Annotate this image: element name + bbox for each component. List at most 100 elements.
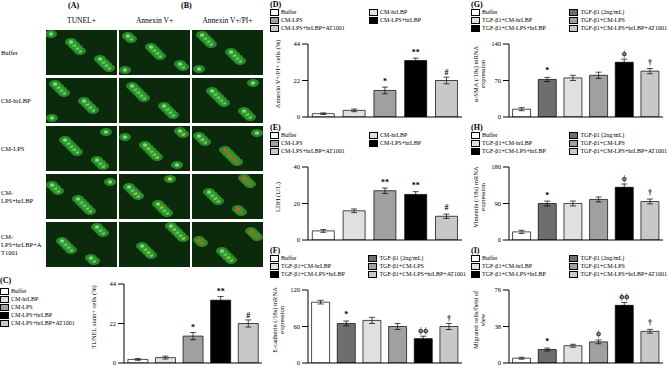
html-text:Buffer: Buffer (281, 132, 297, 138)
html-text:CM-hrLBP: CM-hrLBP (380, 9, 408, 15)
html-text:CM-LPS: CM-LPS (11, 304, 33, 310)
html-text:Buffer: Buffer (1, 48, 18, 56)
html-text:CM-LPS+hrLBP+AT1001: CM-LPS+hrLBP+AT1001 (281, 148, 345, 154)
html-text:TGF-β1+CM-LPS+hrLBP: TGF-β1+CM-LPS+hrLBP (482, 25, 546, 31)
html-text:TGF-β1+CM-LPS+hrLBP: TGF-β1+CM-LPS+hrLBP (281, 271, 345, 277)
svg-text:76: 76 (495, 286, 502, 293)
html-text:CM-LPS+hrLBP+AT1001: CM-LPS+hrLBP+AT1001 (281, 25, 345, 31)
html-text:Buffer: Buffer (482, 132, 498, 138)
svg-text:#: # (445, 68, 449, 77)
html-text:TGF-β1 (2ng/mL): TGF-β1 (2ng/mL) (580, 132, 625, 138)
svg-text:#: # (246, 311, 250, 320)
html-text:Annexin V+: Annexin V+ (135, 16, 174, 25)
svg-text:**: ** (412, 48, 420, 57)
html-text:CM-hrLBP: CM-hrLBP (1, 96, 31, 104)
svg-text:†: † (447, 314, 451, 323)
svg-text:*: * (545, 337, 549, 346)
svg-text:0: 0 (498, 359, 501, 366)
svg-text:44: 44 (294, 40, 301, 47)
svg-text:Vimentin (/18s) mRNAexpression: Vimentin (/18s) mRNAexpression (472, 166, 486, 228)
svg-text:70: 70 (495, 77, 502, 84)
html-text:CM-hrLBP: CM-hrLBP (380, 132, 408, 138)
html-text:CM-LPS+hrLBP: CM-LPS+hrLBP (380, 140, 422, 146)
html-text:TGF-β1+CM-hrLBP: TGF-β1+CM-hrLBP (482, 17, 533, 23)
html-text:(F): (F) (270, 246, 281, 255)
svg-text:140: 140 (491, 40, 501, 47)
html-text:CM-LPS: CM-LPS (281, 17, 303, 23)
html-text:(B): (B) (181, 1, 192, 10)
svg-text:90: 90 (495, 200, 502, 207)
html-text:Buffer: Buffer (281, 255, 297, 261)
svg-text:**: ** (381, 178, 389, 187)
svg-text:#: # (445, 203, 449, 212)
svg-text:*: * (545, 66, 549, 75)
svg-text:40: 40 (294, 163, 301, 170)
svg-text:α-SMA (/18s) mRNAexpression: α-SMA (/18s) mRNAexpression (472, 45, 486, 102)
svg-text:Annexin V+/PI+ cells (%): Annexin V+/PI+ cells (%) (274, 40, 282, 108)
svg-text:0: 0 (498, 236, 501, 243)
html-text:(E): (E) (270, 123, 281, 132)
html-text:TGF-β1+CM-LPS: TGF-β1+CM-LPS (580, 140, 625, 146)
html-text:TGF-β1 (2ng/mL): TGF-β1 (2ng/mL) (379, 255, 424, 261)
svg-text:20: 20 (294, 200, 301, 207)
html-text:CM-LPS+hrLBP: CM-LPS+hrLBP (11, 312, 53, 318)
html-text:(H): (H) (471, 123, 483, 132)
svg-text:E-cadherin (/18s) mRNAexpressi: E-cadherin (/18s) mRNAexpression (271, 287, 285, 353)
html-text:Buffer: Buffer (11, 288, 27, 294)
svg-text:Migrated cells/field ofview: Migrated cells/field ofview (472, 290, 486, 349)
html-text:CM-LPS+hrLBP+AT1001: CM-LPS+hrLBP+AT1001 (1, 232, 42, 256)
svg-text:ϕϕ: ϕϕ (418, 326, 428, 335)
svg-text:180: 180 (491, 163, 501, 170)
html-text:TGF-β1+CM-LPS+hrLBP+AT1001: TGF-β1+CM-LPS+hrLBP+AT1001 (580, 25, 667, 31)
html-text:TGF-β1+CM-hrLBP: TGF-β1+CM-hrLBP (482, 140, 533, 146)
svg-text:†: † (648, 318, 652, 327)
svg-text:**: ** (217, 287, 225, 296)
svg-text:44: 44 (110, 280, 117, 287)
html-text:Buffer: Buffer (281, 9, 297, 15)
svg-text:†: † (648, 58, 652, 67)
svg-text:LDH (U/L): LDH (U/L) (274, 182, 282, 212)
svg-text:ϕ: ϕ (596, 329, 601, 338)
html-text:(I): (I) (471, 246, 480, 255)
html-text:TGF-β1+CM-LPS+hrLBP+AT1001: TGF-β1+CM-LPS+hrLBP+AT1001 (580, 148, 667, 154)
svg-text:TUNEL stain+ cells (%): TUNEL stain+ cells (%) (90, 285, 98, 349)
svg-text:*: * (383, 77, 387, 86)
html-text:TGF-β1+CM-LPS+hrLBP: TGF-β1+CM-LPS+hrLBP (482, 148, 546, 154)
svg-text:0: 0 (297, 113, 300, 120)
html-text:CM-LPS+hrLBP: CM-LPS+hrLBP (1, 188, 34, 204)
html-text:(D): (D) (270, 0, 282, 9)
svg-text:*: * (191, 323, 195, 332)
svg-text:ϕ: ϕ (622, 49, 627, 58)
html-text:TGF-β1+CM-LPS: TGF-β1+CM-LPS (580, 17, 625, 23)
html-text:(G): (G) (471, 0, 483, 9)
html-text:Buffer: Buffer (482, 9, 498, 15)
svg-text:22: 22 (294, 77, 301, 84)
html-text:TUNEL+: TUNEL+ (67, 16, 96, 25)
html-text:Annexin V+/PI+: Annexin V+/PI+ (202, 16, 253, 25)
svg-text:**: ** (412, 181, 420, 190)
html-text:CM-LPS: CM-LPS (281, 140, 303, 146)
svg-text:38: 38 (495, 323, 502, 330)
svg-text:0: 0 (297, 236, 300, 243)
svg-text:120: 120 (290, 286, 300, 293)
html-text:TGF-β1+CM-LPS: TGF-β1+CM-LPS (379, 263, 424, 269)
html-text:(C): (C) (0, 276, 12, 285)
svg-text:†: † (648, 188, 652, 197)
html-text:TGF-β1 (2ng/mL): TGF-β1 (2ng/mL) (580, 9, 625, 15)
svg-text:ϕϕ: ϕϕ (619, 292, 629, 301)
html-text:TGF-β1+CM-hrLBP: TGF-β1+CM-hrLBP (281, 263, 332, 269)
html-text:TGF-β1+CM-LPS+hrLBP+AT1001: TGF-β1+CM-LPS+hrLBP+AT1001 (379, 271, 466, 277)
svg-text:ϕ: ϕ (622, 174, 627, 183)
html-text:CM-LPS+hrLBP: CM-LPS+hrLBP (380, 17, 422, 23)
html-text:CM-LPS: CM-LPS (1, 144, 25, 152)
svg-text:*: * (344, 310, 348, 319)
html-text:(A): (A) (68, 1, 80, 10)
svg-text:0: 0 (498, 113, 501, 120)
svg-text:0: 0 (113, 359, 116, 366)
svg-text:*: * (545, 191, 549, 200)
html-text:CM-hrLBP: CM-hrLBP (11, 296, 39, 302)
html-text:CM-LPS+hrLBP+AT1001: CM-LPS+hrLBP+AT1001 (11, 320, 75, 326)
svg-text:22: 22 (110, 320, 117, 327)
svg-text:0: 0 (297, 359, 300, 366)
svg-text:60: 60 (294, 323, 301, 330)
